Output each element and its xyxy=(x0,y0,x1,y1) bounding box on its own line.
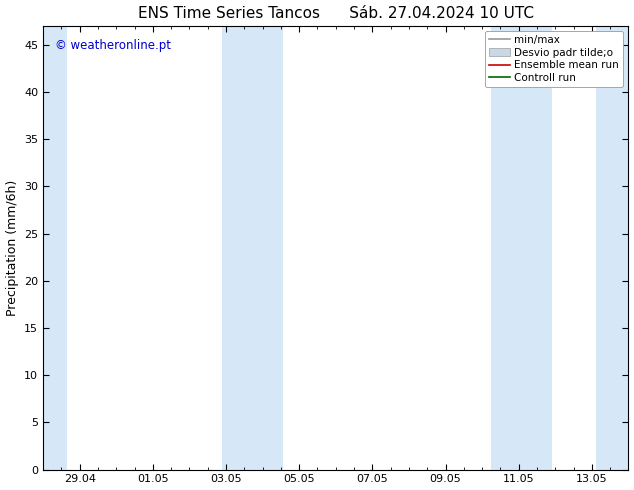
Bar xyxy=(491,26,552,469)
Legend: min/max, Desvio padr tilde;o, Ensemble mean run, Controll run: min/max, Desvio padr tilde;o, Ensemble m… xyxy=(485,31,623,87)
Bar xyxy=(43,26,67,469)
Bar xyxy=(223,26,283,469)
Bar xyxy=(595,26,628,469)
Title: ENS Time Series Tancos      Sáb. 27.04.2024 10 UTC: ENS Time Series Tancos Sáb. 27.04.2024 1… xyxy=(138,5,534,21)
Text: © weatheronline.pt: © weatheronline.pt xyxy=(55,39,171,52)
Y-axis label: Precipitation (mm/6h): Precipitation (mm/6h) xyxy=(6,180,18,316)
